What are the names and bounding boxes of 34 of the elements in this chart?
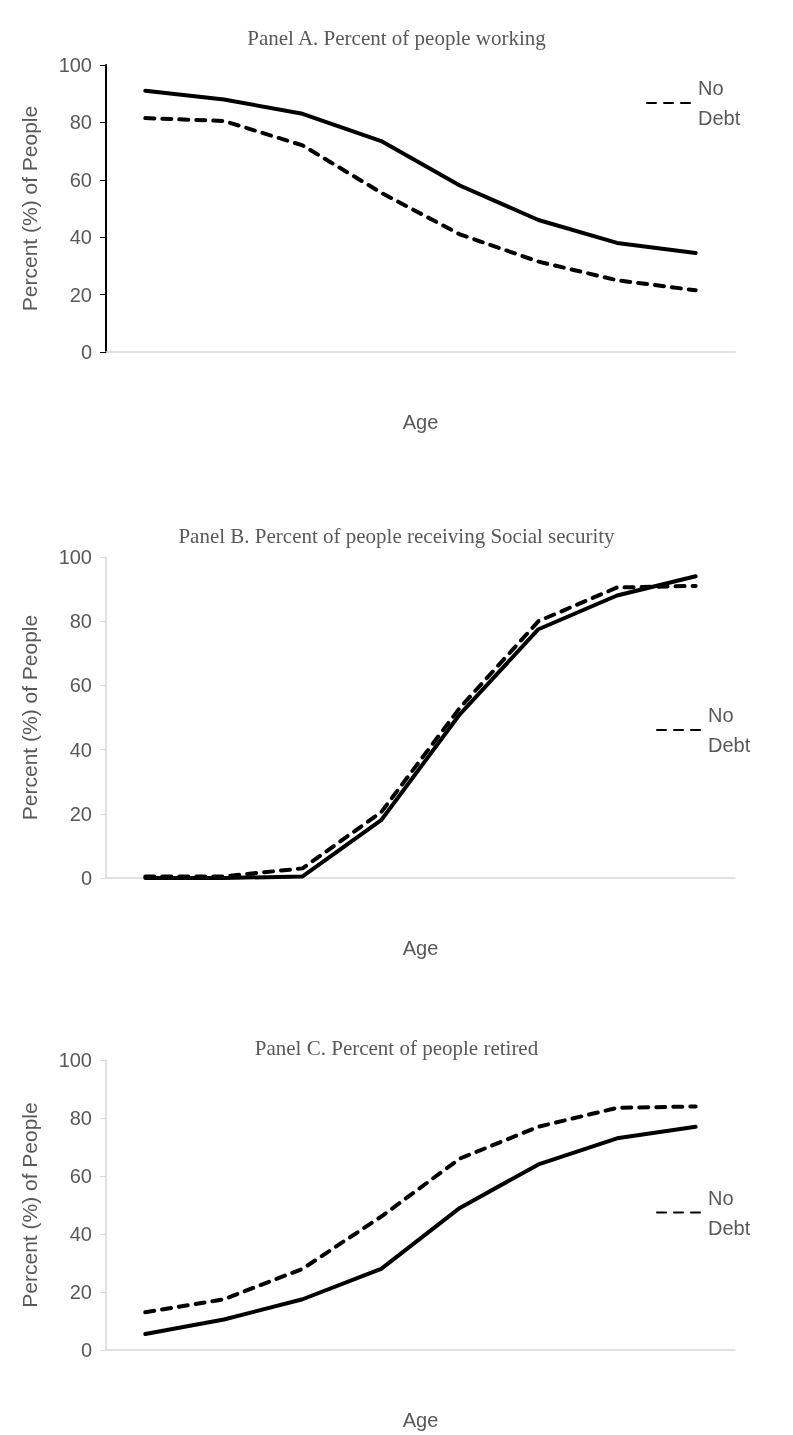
- y-tick-label: 60: [69, 1165, 92, 1187]
- y-tick-label: 40: [69, 738, 92, 761]
- chart-title: Panel B. Percent of people receiving Social security: [178, 523, 616, 548]
- chart-title: Panel A. Percent of people working: [247, 25, 547, 50]
- y-tick-label: 100: [58, 546, 92, 568]
- y-tick-label: 20: [69, 283, 92, 306]
- y-tick-label: 0: [80, 341, 92, 363]
- y-tick-label: 80: [69, 610, 92, 633]
- x-axis-title: Age: [402, 937, 439, 959]
- y-tick-label: 20: [69, 1281, 92, 1303]
- line-series: [143, 1104, 698, 1315]
- y-tick-label: 100: [58, 54, 92, 76]
- y-tick-label: 80: [69, 1107, 92, 1129]
- y-axis-title: Percent (%) of People: [18, 105, 41, 312]
- chart-title: Panel C. Percent of people retired: [254, 1035, 539, 1060]
- x-axis-title: Age: [402, 1409, 439, 1431]
- y-tick-label: 0: [80, 1339, 92, 1361]
- y-tick-label: 40: [69, 226, 92, 249]
- legend-label: No Debt: [708, 704, 751, 756]
- line-series: [143, 88, 698, 255]
- y-tick-label: 0: [80, 867, 92, 889]
- y-axis-title: Percent (%) of People: [18, 614, 41, 821]
- y-tick-label: 60: [69, 168, 92, 191]
- legend-label: No Debt: [708, 1186, 751, 1239]
- line-series: [143, 1124, 698, 1337]
- y-axis-title: Percent (%) of People: [18, 1102, 41, 1308]
- y-tick-label: 80: [69, 111, 92, 134]
- y-tick-label: 40: [69, 1223, 92, 1245]
- y-tick-label: 20: [69, 802, 92, 825]
- y-tick-label: 60: [69, 674, 92, 697]
- x-axis-title: Age: [402, 411, 439, 433]
- y-tick-label: 100: [58, 1049, 92, 1071]
- legend-label: No Debt: [698, 77, 741, 129]
- line-series: [143, 116, 698, 293]
